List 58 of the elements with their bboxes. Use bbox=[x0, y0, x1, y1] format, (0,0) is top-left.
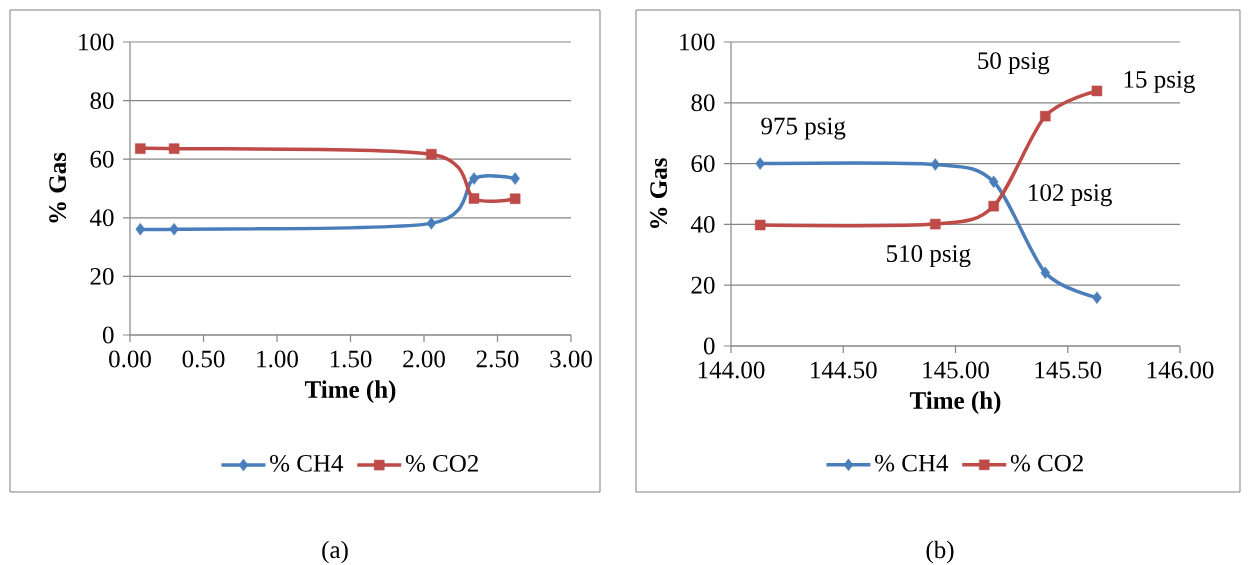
x-tick-label: 144.00 bbox=[698, 361, 765, 379]
annotation: 102 psig bbox=[1029, 184, 1112, 207]
y-tick-label: 80 bbox=[90, 92, 114, 110]
annotation: 15 psig bbox=[1124, 70, 1195, 93]
x-tick-label: 1.00 bbox=[257, 350, 298, 368]
y-tick-label: 60 bbox=[90, 150, 114, 168]
legend-label: % CH4 bbox=[875, 454, 949, 472]
point bbox=[509, 193, 521, 204]
point bbox=[169, 222, 179, 236]
x-tick-label: 145.50 bbox=[1035, 361, 1102, 379]
annotation: 975 psig bbox=[761, 117, 846, 140]
point bbox=[930, 218, 941, 230]
x-tick-label: 0.50 bbox=[182, 350, 225, 368]
annotation: 50 psig bbox=[978, 52, 1050, 75]
text: (b) bbox=[926, 540, 954, 564]
y-tick-label: 80 bbox=[691, 94, 715, 112]
point bbox=[426, 148, 437, 160]
point bbox=[168, 143, 180, 154]
x-tick-label: 145.00 bbox=[923, 361, 989, 379]
point bbox=[510, 172, 520, 185]
legend-label: % CO2 bbox=[1010, 454, 1083, 472]
legend-label: % CO2 bbox=[405, 454, 478, 472]
legend-label: % CH4 bbox=[270, 454, 344, 472]
point bbox=[754, 219, 766, 231]
x-tick-label: 2.50 bbox=[476, 350, 519, 368]
x-tick-label: 2.00 bbox=[403, 350, 445, 368]
x-axis-title: Time (h) bbox=[909, 391, 1001, 415]
y-tick-label: 20 bbox=[691, 276, 715, 294]
y-axis-title: % Gas bbox=[49, 152, 67, 223]
point bbox=[1040, 266, 1051, 279]
y-tick-label: 0 bbox=[703, 337, 715, 355]
x-tick-label: 1.50 bbox=[330, 350, 372, 368]
point bbox=[469, 172, 479, 185]
x-tick-label: 146.00 bbox=[1147, 361, 1214, 379]
y-tick-label: 40 bbox=[690, 215, 715, 233]
x-tick-label: 0.00 bbox=[109, 350, 151, 368]
point bbox=[755, 157, 765, 170]
point bbox=[988, 200, 999, 212]
y-tick-label: 100 bbox=[680, 33, 715, 51]
y-tick-label: 100 bbox=[79, 33, 114, 51]
point bbox=[1040, 110, 1051, 122]
y-tick-label: 20 bbox=[90, 267, 114, 285]
x-tick-label: 144.50 bbox=[811, 361, 877, 379]
point bbox=[426, 217, 437, 230]
x-axis-title: Time (h) bbox=[304, 380, 396, 404]
point bbox=[135, 222, 146, 236]
point bbox=[135, 143, 146, 154]
point bbox=[988, 175, 999, 189]
point bbox=[1092, 291, 1102, 304]
y-tick-label: 0 bbox=[102, 326, 114, 344]
point bbox=[1091, 85, 1103, 97]
text: (a) bbox=[322, 540, 348, 564]
x-tick-label: 3.00 bbox=[550, 350, 592, 368]
point bbox=[468, 193, 480, 204]
y-tick-label: 40 bbox=[89, 209, 114, 227]
annotation: 510 psig bbox=[887, 245, 971, 268]
y-tick-label: 60 bbox=[691, 155, 715, 173]
y-axis-title: % Gas bbox=[650, 158, 668, 228]
